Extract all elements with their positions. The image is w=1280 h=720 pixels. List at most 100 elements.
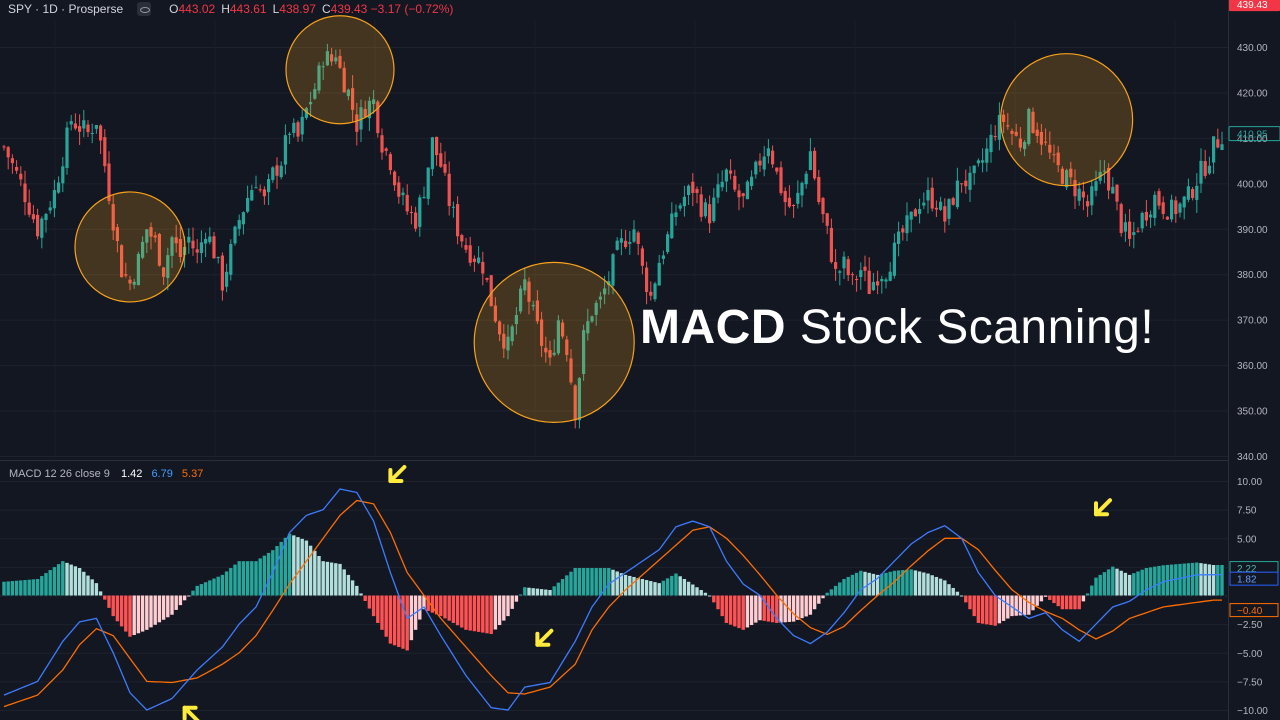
candle[interactable] xyxy=(1002,114,1006,122)
histogram-bar[interactable] xyxy=(913,570,918,596)
candle[interactable] xyxy=(552,352,556,355)
candle[interactable] xyxy=(1102,170,1106,172)
histogram-bar[interactable] xyxy=(195,585,199,596)
histogram-bar[interactable] xyxy=(779,595,783,623)
histogram-bar[interactable] xyxy=(220,574,225,596)
candle[interactable] xyxy=(241,212,245,225)
candle[interactable] xyxy=(1086,201,1090,207)
histogram-bar[interactable] xyxy=(888,571,892,596)
histogram-bar[interactable] xyxy=(938,578,943,596)
histogram-bar[interactable] xyxy=(917,571,922,596)
histogram-bar[interactable] xyxy=(972,595,976,617)
histogram-bar[interactable] xyxy=(40,576,44,596)
histogram-bar[interactable] xyxy=(397,595,401,648)
histogram-bar[interactable] xyxy=(1085,593,1090,596)
histogram-bar[interactable] xyxy=(1022,595,1027,616)
candle[interactable] xyxy=(1014,131,1018,136)
candle[interactable] xyxy=(292,122,296,133)
histogram-bar[interactable] xyxy=(1039,595,1044,602)
histogram-bar[interactable] xyxy=(926,573,930,596)
histogram-bar[interactable] xyxy=(817,595,821,604)
candle[interactable] xyxy=(157,234,161,266)
candle[interactable] xyxy=(321,66,325,68)
histogram-bar[interactable] xyxy=(1018,595,1023,616)
histogram-bar[interactable] xyxy=(980,595,985,624)
histogram-bar[interactable] xyxy=(1123,572,1128,596)
candle[interactable] xyxy=(829,228,833,263)
candle[interactable] xyxy=(283,135,287,165)
histogram-bar[interactable] xyxy=(1132,573,1136,596)
candle[interactable] xyxy=(855,279,859,281)
histogram-bar[interactable] xyxy=(741,595,745,630)
candle[interactable] xyxy=(943,206,947,222)
candle[interactable] xyxy=(313,89,317,99)
candle[interactable] xyxy=(57,182,61,193)
histogram-bar[interactable] xyxy=(329,562,334,596)
histogram-bar[interactable] xyxy=(86,575,90,596)
candle[interactable] xyxy=(1119,204,1123,233)
histogram-bar[interactable] xyxy=(796,595,800,620)
candle[interactable] xyxy=(187,236,191,243)
candle[interactable] xyxy=(271,167,275,180)
histogram-bar[interactable] xyxy=(720,595,724,617)
candle[interactable] xyxy=(435,136,439,156)
histogram-bar[interactable] xyxy=(119,595,124,627)
candle[interactable] xyxy=(506,336,510,351)
histogram-bar[interactable] xyxy=(804,595,808,617)
histogram-bar[interactable] xyxy=(61,561,65,596)
candle[interactable] xyxy=(498,321,502,335)
histogram-bar[interactable] xyxy=(686,581,691,596)
histogram-bar[interactable] xyxy=(1043,595,1048,597)
candle[interactable] xyxy=(237,220,241,229)
candle[interactable] xyxy=(821,198,825,215)
candle[interactable] xyxy=(477,257,481,263)
candle[interactable] xyxy=(582,330,586,374)
candle[interactable] xyxy=(905,215,909,234)
candle[interactable] xyxy=(40,218,44,238)
histogram-bar[interactable] xyxy=(73,566,78,596)
histogram-bar[interactable] xyxy=(56,564,61,596)
histogram-bar[interactable] xyxy=(439,595,443,617)
histogram-bar[interactable] xyxy=(514,595,519,602)
histogram-bar[interactable] xyxy=(1090,585,1094,596)
candle[interactable] xyxy=(111,204,115,231)
histogram-bar[interactable] xyxy=(955,591,960,596)
candle[interactable] xyxy=(342,67,346,93)
histogram-bar[interactable] xyxy=(745,595,750,628)
histogram-bar[interactable] xyxy=(115,595,120,622)
candle[interactable] xyxy=(758,160,762,166)
candle[interactable] xyxy=(300,116,304,135)
candle[interactable] xyxy=(208,236,212,243)
candle[interactable] xyxy=(682,196,686,207)
histogram-bar[interactable] xyxy=(384,595,388,637)
candle[interactable] xyxy=(296,122,300,137)
histogram-bar[interactable] xyxy=(665,578,670,596)
histogram-bar[interactable] xyxy=(321,561,325,596)
candle[interactable] xyxy=(430,137,434,170)
histogram-bar[interactable] xyxy=(590,568,594,596)
candle[interactable] xyxy=(964,180,968,187)
candle[interactable] xyxy=(531,304,535,307)
candle[interactable] xyxy=(510,326,514,342)
histogram-bar[interactable] xyxy=(338,563,342,596)
candle[interactable] xyxy=(624,240,628,248)
histogram-bar[interactable] xyxy=(1144,568,1149,596)
candle[interactable] xyxy=(359,107,363,130)
histogram-bar[interactable] xyxy=(518,594,523,596)
candle[interactable] xyxy=(90,133,94,135)
histogram-bar[interactable] xyxy=(749,595,754,626)
histogram-bar[interactable] xyxy=(170,595,174,615)
candle[interactable] xyxy=(288,133,292,135)
candle[interactable] xyxy=(598,296,602,300)
histogram-bar[interactable] xyxy=(107,595,111,608)
histogram-bar[interactable] xyxy=(783,595,787,623)
candle[interactable] xyxy=(485,277,489,280)
histogram-bar[interactable] xyxy=(124,595,128,632)
histogram-bar[interactable] xyxy=(342,569,346,596)
candle[interactable] xyxy=(1170,199,1174,220)
histogram-bar[interactable] xyxy=(712,595,716,603)
histogram-bar[interactable] xyxy=(191,590,195,596)
candle[interactable] xyxy=(783,191,787,203)
candle[interactable] xyxy=(275,165,279,176)
histogram-bar[interactable] xyxy=(266,552,271,596)
